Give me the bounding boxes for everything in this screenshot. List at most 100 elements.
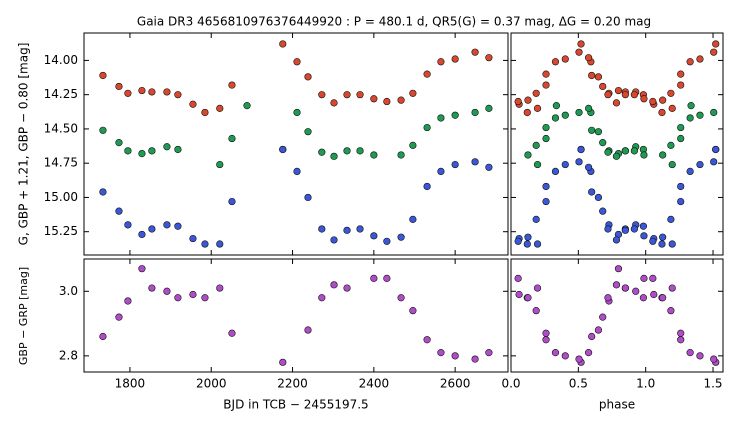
color-point [138,265,146,273]
phase-point [514,237,522,245]
x-tick-label: 0.0 [501,377,520,391]
data-point [304,193,312,202]
data-point [471,48,479,56]
phase-color-point [612,281,621,289]
phase-point [584,104,593,112]
data-point [423,70,431,78]
phase-point [621,147,629,155]
phase-point [612,236,621,244]
phase-color-point [649,274,657,282]
phase-point [533,240,542,248]
data-point [228,81,236,89]
phase-point [532,215,540,223]
data-point [409,215,417,223]
phase-point [599,139,607,147]
y-tick-label: 2.8 [59,348,78,362]
color-point [174,294,182,302]
data-point [330,99,338,107]
y-tick-label: 15.00 [44,190,78,204]
phase-point [542,182,550,191]
data-point [138,230,146,239]
data-point [471,158,479,166]
y-tick-label: 14.50 [44,121,78,135]
phase-point [667,215,675,223]
data-point [216,104,224,112]
phase-point [551,58,560,66]
data-point [138,86,146,95]
data-point [451,55,459,63]
phase-point [677,134,685,143]
phase-point [677,182,685,191]
phase-point [561,55,569,63]
data-point [148,88,156,96]
data-point [318,148,326,156]
phase-point [630,225,638,233]
data-point [99,126,107,134]
phase-color-point [594,326,603,334]
phase-point [710,48,718,56]
phase-point [588,71,596,80]
phase-point [533,104,542,112]
color-point [330,281,338,289]
phase-point [686,167,694,176]
data-point [174,91,182,99]
data-point [330,236,338,244]
data-point [383,237,391,245]
data-point [437,58,445,66]
data-point [293,108,301,117]
data-point [485,104,493,112]
phase-point [523,108,531,117]
phase-point [588,188,596,196]
phase-color-point [514,274,522,282]
x-axis-label: BJD in TCB − 2455197.5 [223,398,368,412]
color-point [409,307,417,315]
phase-point [532,89,540,97]
phase-point [551,167,560,176]
data-point [343,226,351,234]
data-point [409,89,417,97]
phase-point [649,237,657,245]
phase-color-point [604,294,612,302]
x-tick-label: 0.5 [569,377,588,391]
phase-color-point [588,332,596,341]
data-point [423,123,431,132]
data-point [148,225,156,233]
phase-point [712,40,720,48]
phase-color-point [668,284,676,292]
data-point [243,102,251,110]
y-tick-label: 14.25 [44,87,78,101]
y-axis-label: G, GBP + 1.21, GBP − 0.80 [mag] [17,43,31,246]
phase-color-point [696,352,704,360]
phase-point [667,141,675,149]
phase-point [551,114,560,122]
data-point [279,40,287,48]
color-point [304,326,312,334]
phase-color-point [621,284,629,292]
color-point [383,274,391,282]
data-point [451,111,459,119]
phase-point [658,240,666,248]
data-point [485,163,493,171]
data-point [370,95,378,103]
phase-point [668,104,676,112]
phase-point [621,226,629,234]
data-point [356,225,364,233]
data-point [138,149,146,158]
phase-color-point [632,287,640,295]
axes-frame [83,258,509,373]
phase-color-point [640,274,648,282]
data-point [189,234,197,243]
color-point [471,355,479,363]
data-point [293,167,301,176]
phase-color-point [659,294,667,302]
data-point [163,143,171,151]
color-point [115,313,123,321]
x-tick-label: 1800 [115,377,146,391]
color-point [370,274,378,282]
phase-point [524,96,532,104]
phase-point [604,225,612,233]
data-point [216,160,224,169]
phase-point [584,54,593,62]
phase-point [524,233,532,241]
